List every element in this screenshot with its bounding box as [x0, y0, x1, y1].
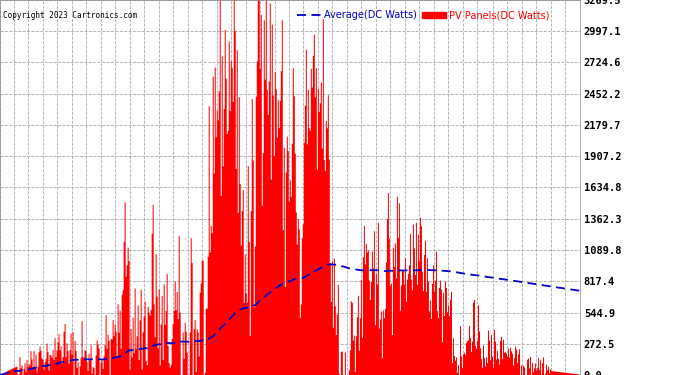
- Legend: Average(DC Watts), PV Panels(DC Watts): Average(DC Watts), PV Panels(DC Watts): [297, 10, 549, 21]
- Text: Copyright 2023 Cartronics.com: Copyright 2023 Cartronics.com: [3, 11, 137, 20]
